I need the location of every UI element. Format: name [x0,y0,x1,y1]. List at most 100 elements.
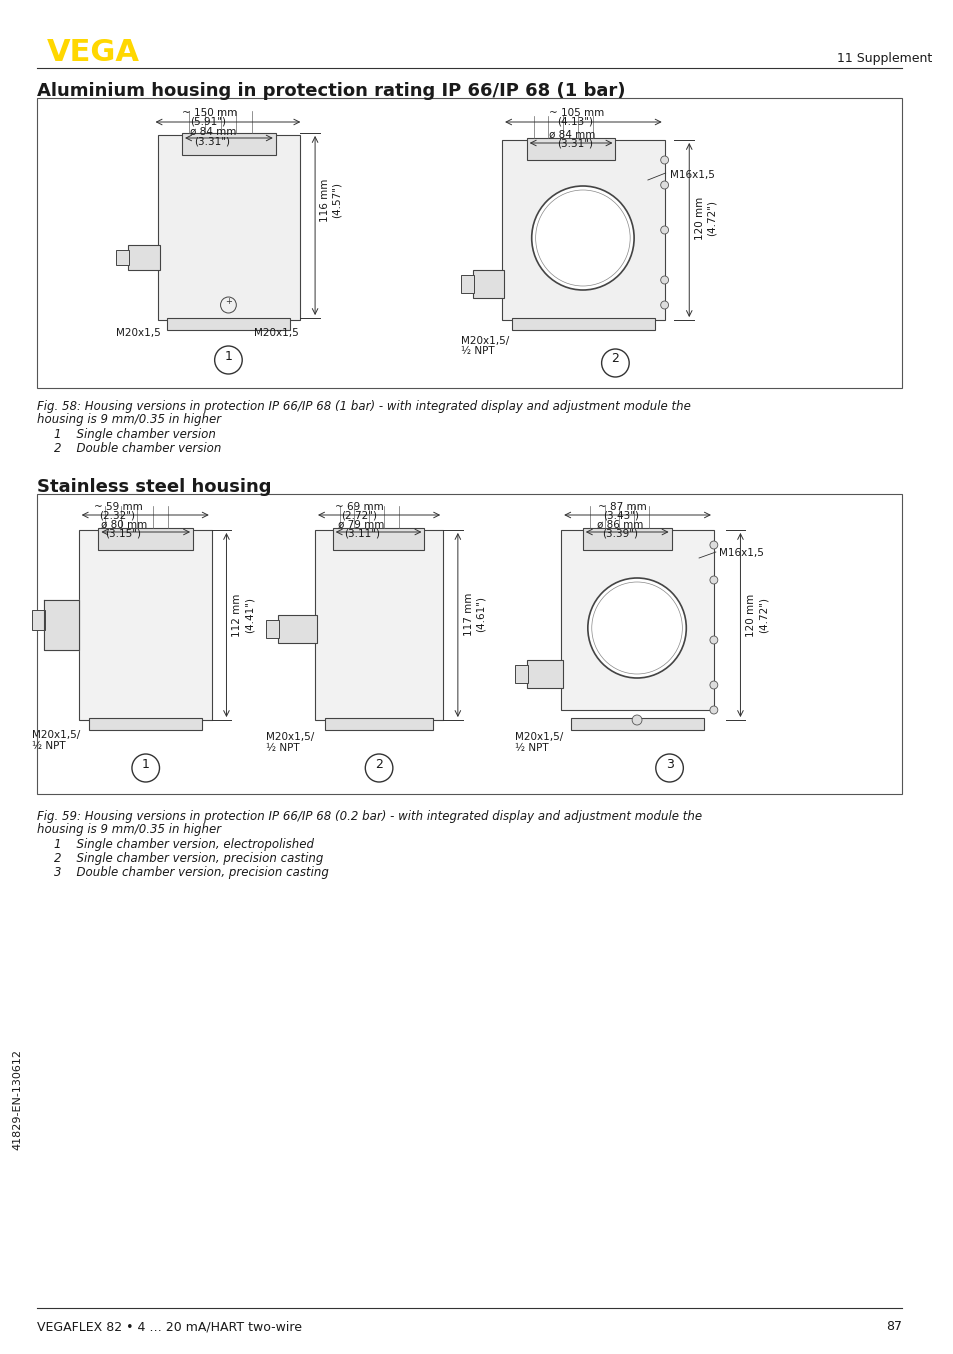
Bar [277,615,316,643]
Text: 120 mm: 120 mm [695,196,704,240]
Text: 2: 2 [611,352,618,366]
Text: (4.13"): (4.13") [557,116,593,127]
Text: ½ NPT: ½ NPT [266,743,299,753]
Text: 11 Supplement: 11 Supplement [836,51,931,65]
Text: ½ NPT: ½ NPT [460,347,494,356]
Circle shape [709,542,717,548]
Bar [526,659,562,688]
Bar [571,718,703,730]
Bar [314,529,442,720]
Text: 2    Single chamber version, precision casting: 2 Single chamber version, precision cast… [54,852,323,865]
Text: (2.72"): (2.72") [340,510,376,521]
Text: ½ NPT: ½ NPT [515,743,548,753]
Text: M16x1,5: M16x1,5 [669,171,714,180]
Text: M20x1,5/: M20x1,5/ [460,336,509,347]
Bar [79,529,212,720]
Text: ø 80 mm: ø 80 mm [101,520,148,529]
Text: (3.31"): (3.31") [193,135,230,146]
Text: 1    Single chamber version: 1 Single chamber version [54,428,215,441]
Text: (4.57"): (4.57") [332,181,341,218]
Circle shape [365,754,393,783]
Bar [98,528,193,550]
Text: M20x1,5/: M20x1,5/ [32,730,81,741]
Bar [501,139,664,320]
Text: 1    Single chamber version, electropolished: 1 Single chamber version, electropolishe… [54,838,314,852]
Text: 3    Double chamber version, precision casting: 3 Double chamber version, precision cast… [54,867,329,879]
Circle shape [132,754,159,783]
Text: (3.39"): (3.39") [602,529,638,539]
Text: housing is 9 mm/0.35 in higher: housing is 9 mm/0.35 in higher [37,823,221,835]
Polygon shape [44,600,79,650]
Circle shape [220,297,236,313]
Bar [89,718,202,730]
Text: (3.31"): (3.31") [557,139,593,149]
Bar [167,318,290,330]
Circle shape [709,705,717,714]
Text: 116 mm: 116 mm [319,179,330,222]
Text: ø 84 mm: ø 84 mm [190,127,236,137]
Text: Fig. 58: Housing versions in protection IP 66/IP 68 (1 bar) - with integrated di: Fig. 58: Housing versions in protection … [37,399,691,413]
Text: (2.32"): (2.32") [99,510,135,521]
Bar [333,528,424,550]
Text: M20x1,5/: M20x1,5/ [515,733,562,742]
Text: ~ 87 mm: ~ 87 mm [597,502,646,512]
Text: Fig. 59: Housing versions in protection IP 66/IP 68 (0.2 bar) - with integrated : Fig. 59: Housing versions in protection … [37,810,701,823]
Text: 3: 3 [665,757,673,770]
Text: Aluminium housing in protection rating IP 66/IP 68 (1 bar): Aluminium housing in protection rating I… [37,83,625,100]
Circle shape [660,301,668,309]
Bar [182,133,275,154]
Text: M16x1,5: M16x1,5 [718,548,762,558]
Bar [157,135,300,320]
Bar [37,97,901,389]
Bar [460,275,473,292]
Text: (4.72"): (4.72") [758,597,767,634]
Text: M20x1,5: M20x1,5 [253,328,298,338]
Circle shape [632,715,641,724]
Bar [582,528,671,550]
Text: 1: 1 [224,349,233,363]
Text: ~ 59 mm: ~ 59 mm [93,502,142,512]
Bar [515,665,527,682]
Circle shape [660,226,668,234]
Text: 2: 2 [375,757,382,770]
Text: (3.15"): (3.15") [105,529,141,539]
Bar [37,494,901,793]
Circle shape [709,575,717,584]
Text: 120 mm: 120 mm [745,593,756,636]
Text: 117 mm: 117 mm [463,592,474,635]
Text: ø 86 mm: ø 86 mm [596,520,642,529]
Text: (3.43"): (3.43") [603,510,639,521]
Bar [266,620,278,638]
Text: Stainless steel housing: Stainless steel housing [37,478,272,496]
Text: 112 mm: 112 mm [233,593,242,636]
Text: 1: 1 [142,757,150,770]
Text: M20x1,5/: M20x1,5/ [266,733,314,742]
Text: ~ 150 mm: ~ 150 mm [182,108,237,118]
Circle shape [214,347,242,374]
Text: (5.91"): (5.91") [190,116,226,127]
Bar [512,318,654,330]
Text: ½ NPT: ½ NPT [32,741,66,751]
Bar [128,245,159,269]
Text: (3.11"): (3.11") [343,529,379,539]
Text: M20x1,5: M20x1,5 [116,328,161,338]
Text: ø 84 mm: ø 84 mm [549,130,596,139]
Bar [560,529,713,709]
Circle shape [660,276,668,284]
Text: +: + [225,297,233,306]
Text: VEGAFLEX 82 • 4 … 20 mA/HART two-wire: VEGAFLEX 82 • 4 … 20 mA/HART two-wire [37,1320,302,1332]
Text: (4.72"): (4.72") [706,200,717,236]
Circle shape [709,636,717,645]
Circle shape [660,156,668,164]
Text: ~ 69 mm: ~ 69 mm [335,502,383,512]
Text: VEGA: VEGA [48,38,140,66]
Circle shape [531,185,634,290]
Circle shape [601,349,629,376]
Bar [325,718,433,730]
Text: (4.41"): (4.41") [244,597,253,634]
Circle shape [655,754,682,783]
Bar [526,138,615,160]
Circle shape [660,181,668,190]
Text: ~ 105 mm: ~ 105 mm [549,108,604,118]
Text: housing is 9 mm/0.35 in higher: housing is 9 mm/0.35 in higher [37,413,221,427]
